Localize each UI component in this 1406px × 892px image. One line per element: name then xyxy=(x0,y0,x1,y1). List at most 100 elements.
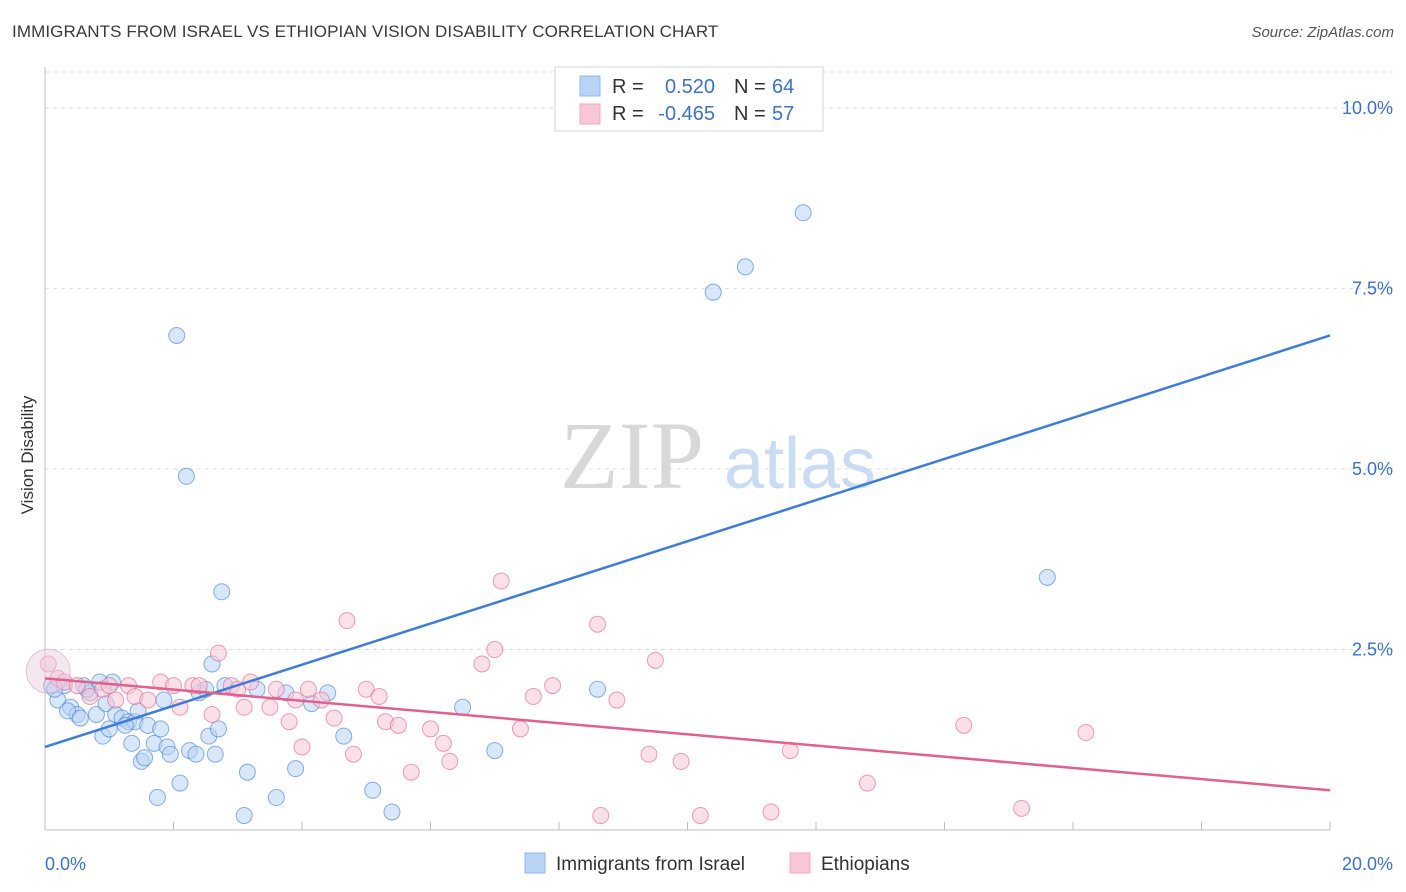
point-israel xyxy=(794,204,812,222)
point-israel xyxy=(1038,568,1056,586)
legend-n-label-ethiopians: N = xyxy=(734,103,766,125)
legend-swatch-israel xyxy=(579,75,601,97)
point-ethiopians xyxy=(524,687,542,705)
point-israel xyxy=(267,789,285,807)
trend-line-ethiopians xyxy=(44,677,1331,792)
chart-source: Source: ZipAtlas.com xyxy=(1251,24,1394,41)
legend-r-label-israel: R = xyxy=(612,76,644,98)
point-ethiopians xyxy=(434,734,452,752)
point-ethiopians xyxy=(235,698,253,716)
point-israel xyxy=(87,705,105,723)
point-ethiopians xyxy=(422,720,439,738)
legend-n-label-israel: N = xyxy=(734,76,766,98)
point-israel xyxy=(123,734,141,752)
point-ethiopians xyxy=(81,687,99,705)
point-ethiopians xyxy=(473,655,491,673)
bottom-legend: Immigrants from Israel Ethiopians xyxy=(524,852,910,875)
point-ethiopians xyxy=(370,687,388,705)
y-tick-label: 7.5% xyxy=(1352,279,1393,299)
x-tick-label: 0.0% xyxy=(45,854,86,874)
point-israel xyxy=(704,283,722,301)
point-ethiopians xyxy=(299,680,317,698)
point-israel xyxy=(155,691,173,709)
point-israel xyxy=(238,763,256,781)
point-israel xyxy=(187,745,205,763)
point-ethiopians xyxy=(139,691,157,709)
grid-lines xyxy=(45,71,1395,651)
point-ethiopians xyxy=(389,716,407,734)
point-ethiopians xyxy=(640,745,658,763)
y-tick-label: 10.0% xyxy=(1342,98,1393,118)
point-israel xyxy=(454,698,472,716)
point-ethiopians xyxy=(511,720,529,738)
point-israel xyxy=(168,326,186,344)
tick-labels: 2.5% 5.0% 7.5% 10.0% 0.0% 20.0% xyxy=(45,98,1393,874)
point-israel xyxy=(161,745,179,763)
watermark-zip: ZIP xyxy=(560,402,704,509)
point-ethiopians xyxy=(544,677,562,695)
point-ethiopians xyxy=(267,680,285,698)
trend-line-israel xyxy=(44,334,1331,749)
point-israel xyxy=(383,803,401,821)
point-ethiopians xyxy=(203,705,221,723)
y-axis-label: Vision Disability xyxy=(18,395,37,514)
point-israel xyxy=(287,760,305,778)
x-tick-label: 20.0% xyxy=(1342,854,1393,874)
point-ethiopians xyxy=(107,691,125,709)
y-tick-label: 2.5% xyxy=(1352,640,1393,660)
point-ethiopians xyxy=(672,752,690,770)
axes xyxy=(44,67,1331,831)
legend-n-value-ethiopians: 57 xyxy=(772,103,794,125)
point-ethiopians xyxy=(646,651,664,669)
point-israel xyxy=(71,709,89,727)
bottom-legend-label-ethiopians: Ethiopians xyxy=(821,854,910,875)
point-israel xyxy=(589,680,607,698)
legend-r-value-ethiopians: -0.465 xyxy=(658,103,715,125)
point-ethiopians xyxy=(492,572,510,590)
point-ethiopians xyxy=(762,803,780,821)
point-ethiopians xyxy=(280,713,298,731)
point-israel xyxy=(58,702,76,720)
point-ethiopians xyxy=(338,612,356,630)
point-israel xyxy=(209,720,227,738)
point-israel xyxy=(486,742,504,760)
point-ethiopians xyxy=(209,644,227,662)
bottom-legend-swatch-israel xyxy=(524,852,546,874)
point-israel xyxy=(136,749,154,767)
point-ethiopians xyxy=(589,615,607,633)
point-israel xyxy=(171,774,189,792)
point-ethiopians xyxy=(1013,799,1031,817)
point-israel xyxy=(235,807,253,825)
point-ethiopians xyxy=(858,774,876,792)
point-israel xyxy=(213,583,231,601)
point-ethiopians xyxy=(608,691,626,709)
legend: R = 0.520 N = 64 R = -0.465 N = 57 xyxy=(554,66,824,132)
point-ethiopians xyxy=(402,763,420,781)
point-ethiopians xyxy=(344,745,362,763)
trend-lines xyxy=(44,334,1331,792)
point-ethiopians xyxy=(312,691,330,709)
point-ethiopians xyxy=(486,641,504,659)
bottom-legend-swatch-ethiopians xyxy=(789,852,811,874)
point-israel xyxy=(206,745,224,763)
point-ethiopians xyxy=(357,680,375,698)
point-ethiopians xyxy=(1077,724,1095,742)
point-ethiopians xyxy=(691,807,709,825)
legend-r-label-ethiopians: R = xyxy=(612,103,644,125)
point-cluster xyxy=(25,648,71,694)
point-ethiopians xyxy=(39,655,57,673)
chart-title: IMMIGRANTS FROM ISRAEL VS ETHIOPIAN VISI… xyxy=(12,22,719,41)
point-ethiopians xyxy=(441,752,459,770)
point-ethiopians xyxy=(325,709,343,727)
data-points xyxy=(25,204,1095,825)
point-ethiopians xyxy=(261,698,279,716)
point-israel xyxy=(177,467,195,485)
point-israel xyxy=(152,720,170,738)
legend-n-value-israel: 64 xyxy=(772,76,794,98)
watermark-atlas: atlas xyxy=(724,424,876,504)
point-ethiopians xyxy=(190,677,208,695)
point-israel xyxy=(148,789,166,807)
legend-swatch-ethiopians xyxy=(579,103,601,125)
bottom-legend-label-israel: Immigrants from Israel xyxy=(556,854,745,875)
